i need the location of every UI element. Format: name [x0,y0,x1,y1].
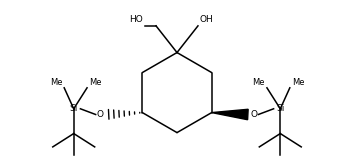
Text: O: O [97,110,104,119]
Text: O: O [250,110,257,119]
Text: HO: HO [129,15,143,24]
Text: OH: OH [200,15,213,24]
Polygon shape [212,109,248,120]
Text: Si: Si [276,104,285,113]
Text: Me: Me [292,78,304,87]
Text: Me: Me [89,78,102,87]
Text: Si: Si [69,104,78,113]
Text: Me: Me [50,78,62,87]
Text: Me: Me [252,78,265,87]
